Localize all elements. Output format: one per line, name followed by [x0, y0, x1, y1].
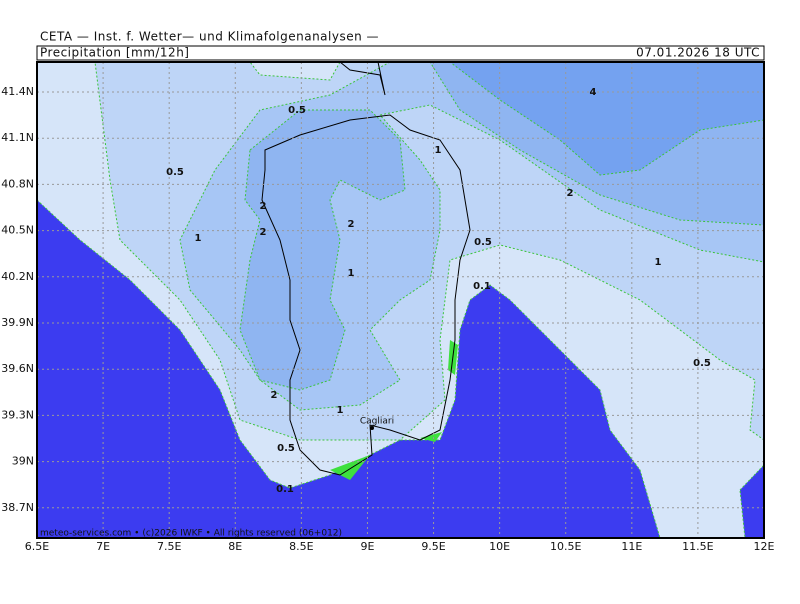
contour-label: 1	[195, 233, 202, 244]
x-tick-label: 7.5E	[157, 540, 181, 553]
x-tick-label: 6.5E	[25, 540, 49, 553]
zone-4	[449, 62, 764, 176]
contour-label: 0.1	[276, 484, 294, 495]
footer: meteo-services.com • (c)2026 IWKF • All …	[40, 529, 342, 539]
contour-label: 1	[435, 145, 442, 156]
contour-label: 0.1	[473, 281, 491, 292]
zone-green	[330, 455, 370, 480]
y-tick-label: 39.9N	[1, 316, 34, 329]
x-tick-label: 11E	[621, 540, 642, 553]
x-tick-label: 9E	[360, 540, 374, 553]
contour-label: 0.5	[288, 105, 306, 116]
x-tick-label: 10E	[489, 540, 510, 553]
y-tick-label: 41.1N	[1, 131, 34, 144]
contour-label: 4	[590, 87, 597, 98]
contour-label: 1	[655, 257, 662, 268]
contour-label: 2	[567, 188, 574, 199]
x-tick-label: 10.5E	[550, 540, 581, 553]
coastline	[261, 62, 471, 476]
zone-dry	[739, 464, 764, 538]
valid-time: 07.01.2026 18 UTC	[636, 46, 760, 60]
x-tick-label: 11.5E	[682, 540, 713, 553]
map-frame	[36, 61, 765, 539]
y-tick-label: 41.4N	[1, 85, 34, 98]
contour-label: 2	[271, 390, 278, 401]
y-tick-label: 40.2N	[1, 270, 34, 283]
zone-2	[239, 109, 406, 391]
header-box	[36, 45, 765, 61]
contour-label: 0.5	[474, 237, 492, 248]
zone-green	[420, 432, 442, 442]
map-area: 0.5 0.5 1 2 2 2 1 1 0.5 0.1 2 4 1 0.5 2 1 0.5 0.1 Cagliar…	[37, 62, 764, 539]
contour-label: 2	[348, 219, 355, 230]
x-tick-label: 9.5E	[421, 540, 445, 553]
header-title: CETA — Inst. f. Wetter— und Klimafolgena…	[40, 30, 379, 44]
zone-dry	[37, 199, 661, 538]
y-tick-label: 39.3N	[1, 408, 34, 421]
y-tick-label: 38.7N	[1, 501, 34, 514]
city-dot	[370, 426, 374, 430]
city-label: Cagliari	[360, 417, 394, 427]
contour-label: 0.5	[166, 167, 184, 178]
grid	[37, 62, 764, 538]
y-tick-label: 40.8N	[1, 177, 34, 190]
x-tick-label: 7E	[96, 540, 110, 553]
x-tick-label: 8E	[228, 540, 242, 553]
contour-label: 1	[348, 268, 355, 279]
contour-label: 0.5	[693, 358, 711, 369]
y-tick-label: 40.5N	[1, 224, 34, 237]
x-tick-label: 8.5E	[289, 540, 313, 553]
x-tick-label: 12E	[754, 540, 775, 553]
contour-label: 2	[260, 201, 267, 212]
y-tick-label: 39.6N	[1, 362, 34, 375]
parameter: Precipitation [mm/12h]	[40, 46, 189, 60]
contour-label: 1	[337, 405, 344, 416]
contour-label: 2	[260, 227, 267, 238]
contour-labels: 0.5 0.5 1 2 2 2 1 1 0.5 0.1 2 4 1 0.5 2 1 0.5 0.1	[166, 87, 711, 495]
y-tick-label: 39N	[12, 455, 34, 468]
contour-label: 0.5	[277, 443, 295, 454]
